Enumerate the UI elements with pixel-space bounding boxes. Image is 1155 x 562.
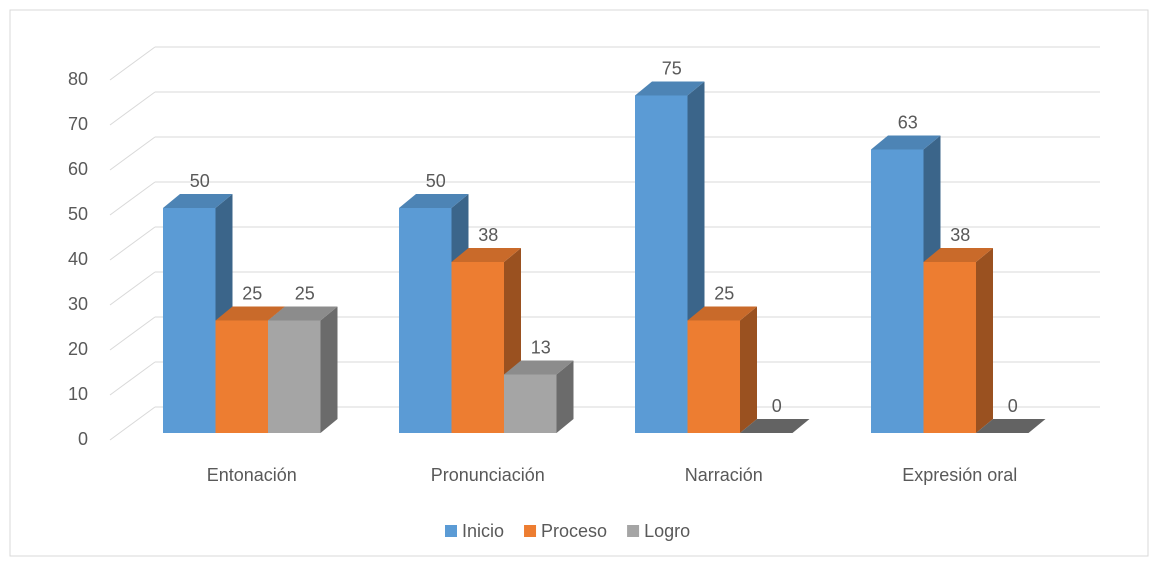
legend-label: Inicio — [462, 521, 504, 541]
x-tick-label: Pronunciación — [431, 465, 545, 485]
legend-swatch — [445, 525, 457, 537]
bar-front — [451, 262, 504, 433]
y-tick-label: 10 — [68, 384, 88, 404]
data-label: 13 — [531, 337, 551, 357]
bar-top — [635, 81, 705, 96]
legend-label: Proceso — [541, 521, 607, 541]
data-label: 38 — [478, 225, 498, 245]
data-label: 25 — [295, 283, 315, 303]
bar-front — [871, 149, 924, 433]
data-label: 63 — [898, 112, 918, 132]
legend-swatch — [627, 525, 640, 537]
bar-top — [687, 306, 757, 321]
data-label: 25 — [242, 283, 262, 303]
bar-front — [687, 320, 740, 433]
bar-top — [215, 306, 285, 321]
y-tick-label: 80 — [68, 69, 88, 89]
bar — [923, 248, 993, 433]
bar-side — [976, 248, 993, 433]
y-tick-label: 30 — [68, 294, 88, 314]
y-tick-label: 70 — [68, 114, 88, 134]
grid-line — [109, 406, 156, 441]
legend-label: Logro — [644, 521, 690, 541]
bar-side — [320, 306, 338, 433]
bar-top — [976, 419, 1046, 433]
y-tick-label: 20 — [68, 339, 88, 359]
data-label: 0 — [772, 396, 782, 416]
bar-top — [451, 248, 521, 262]
legend-swatch — [524, 525, 537, 537]
bar — [268, 306, 338, 433]
bar — [504, 360, 574, 433]
y-tick-label: 0 — [78, 429, 88, 449]
data-label: 38 — [950, 225, 970, 245]
x-tick-label: Expresión oral — [902, 465, 1017, 485]
bar-top — [871, 135, 941, 150]
data-label: 50 — [190, 171, 210, 191]
bar-front — [399, 208, 452, 433]
bar-top — [504, 360, 574, 375]
bar-top — [268, 306, 338, 321]
bar — [163, 194, 233, 433]
bar-front — [635, 95, 688, 433]
bar-side — [556, 360, 574, 433]
bar-top — [740, 419, 810, 433]
bar — [687, 306, 757, 433]
y-tick-label: 40 — [68, 249, 88, 269]
grid-line — [109, 181, 156, 216]
bar — [976, 419, 1046, 433]
x-tick-label: Narración — [685, 465, 763, 485]
bar-front — [923, 262, 976, 433]
grid-line — [109, 316, 156, 351]
y-tick-label: 50 — [68, 204, 88, 224]
bar-top — [163, 194, 233, 208]
bar-front — [215, 320, 268, 433]
data-label: 50 — [426, 171, 446, 191]
data-label: 25 — [714, 283, 734, 303]
grid-line — [109, 136, 156, 171]
y-tick-label: 60 — [68, 159, 88, 179]
bar-front — [163, 208, 216, 433]
bar-front — [504, 374, 557, 433]
grid-line — [109, 361, 156, 396]
x-tick-label: Entonación — [207, 465, 297, 485]
data-label: 75 — [662, 58, 682, 78]
bar-top — [399, 194, 469, 208]
grid-line — [109, 91, 156, 126]
bar — [740, 419, 810, 433]
grid-line — [109, 271, 156, 306]
grid-line — [109, 46, 156, 81]
bar-top — [923, 248, 993, 262]
grid-line — [109, 226, 156, 261]
data-label: 0 — [1008, 396, 1018, 416]
bar-side — [740, 306, 757, 433]
bar-front — [268, 320, 321, 433]
